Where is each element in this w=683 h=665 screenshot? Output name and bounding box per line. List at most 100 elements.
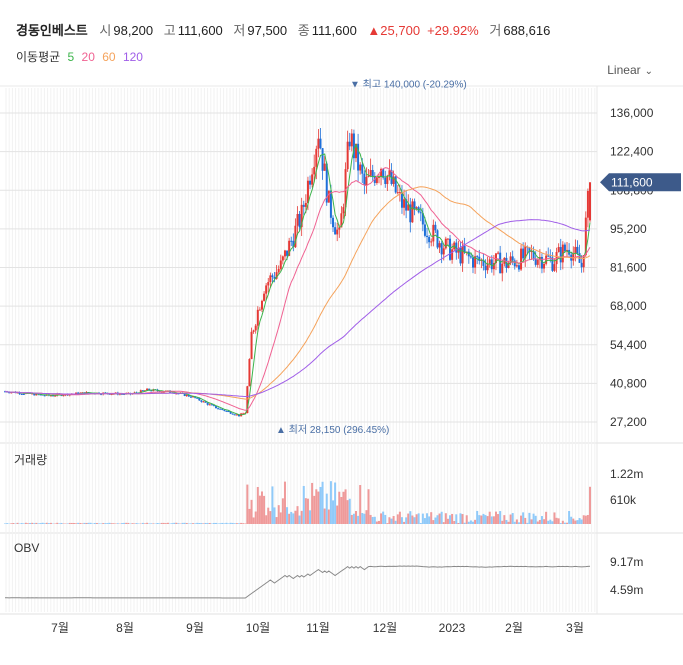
volume-bar: [137, 523, 140, 524]
candle: [469, 256, 472, 258]
candle: [292, 240, 295, 248]
volume-bar: [566, 522, 569, 524]
candle: [260, 300, 263, 310]
candle: [509, 256, 512, 264]
candle: [446, 238, 449, 240]
candle: [315, 148, 318, 167]
volume-bar: [359, 485, 362, 524]
volume-bar: [93, 522, 96, 524]
volume-bar: [60, 522, 63, 524]
high-label: 고: [163, 23, 176, 38]
volume-bar: [281, 498, 284, 524]
volume-bar: [507, 521, 510, 524]
x-tick-label: 9월: [186, 621, 204, 635]
candle: [248, 359, 251, 387]
candle: [329, 190, 332, 218]
volume-bar: [240, 522, 243, 524]
volume-bar: [463, 522, 466, 524]
candle: [229, 411, 232, 414]
candle: [551, 257, 554, 271]
candle: [277, 268, 280, 273]
obv-line: [5, 565, 591, 599]
volume-label: 거: [489, 23, 502, 38]
candle: [553, 264, 556, 271]
candle: [463, 245, 466, 253]
ma-legend[interactable]: 이동평균 5 20 60 120: [16, 48, 147, 65]
volume-bar: [369, 514, 372, 524]
volume-bar: [551, 521, 554, 524]
volume-bar: [43, 523, 46, 524]
volume-bar: [29, 522, 32, 524]
price-tick-label: 54,400: [610, 338, 647, 352]
candle: [121, 393, 123, 395]
volume-bar: [440, 511, 443, 524]
volume-bar: [346, 500, 349, 524]
volume-bar: [398, 511, 401, 524]
volume-bar: [415, 514, 418, 524]
volume-bar: [530, 519, 533, 524]
volume-bar: [430, 512, 433, 524]
volume-bar: [79, 522, 82, 524]
scale-selector-value: Linear: [607, 63, 641, 77]
volume-bar: [444, 513, 447, 524]
candle: [400, 192, 403, 208]
volume-bar: [116, 523, 119, 524]
volume-bar: [492, 516, 495, 524]
volume-bar: [288, 513, 291, 524]
volume-bar: [56, 522, 59, 524]
candle: [43, 395, 46, 397]
volume-bar: [225, 522, 228, 524]
candle: [455, 242, 458, 253]
volume-bar: [559, 523, 562, 524]
volume-bar: [33, 523, 36, 524]
candle: [233, 414, 236, 416]
volume-bar: [513, 521, 516, 524]
candle: [536, 259, 539, 265]
volume-bar: [248, 508, 251, 524]
candle: [528, 247, 531, 252]
scale-selector[interactable]: Linear ⌄: [607, 63, 653, 77]
volume-bar: [162, 522, 165, 524]
volume-bar: [332, 500, 335, 524]
volume-bar: [528, 512, 531, 524]
candle: [150, 390, 153, 392]
candle: [415, 207, 418, 209]
volume-bar: [373, 516, 376, 524]
x-tick-label: 12월: [373, 621, 397, 635]
candle: [204, 401, 207, 403]
volume-bar: [423, 518, 426, 524]
volume-bar: [465, 515, 468, 524]
volume-bar: [488, 511, 491, 524]
volume-bar: [315, 489, 318, 524]
volume-bar: [39, 523, 42, 524]
candle: [22, 393, 25, 395]
volume-bar: [87, 522, 90, 524]
candle: [371, 170, 374, 177]
volume-bar: [300, 510, 303, 524]
candle: [225, 410, 228, 412]
volume-bar: [254, 511, 257, 524]
candle: [208, 404, 211, 406]
candle: [271, 275, 274, 278]
volume-bar: [244, 523, 247, 524]
candle: [440, 243, 443, 255]
current-price-label: 111,600: [611, 175, 653, 189]
candle: [294, 225, 297, 248]
volume-bar: [246, 484, 249, 524]
candle: [118, 393, 121, 395]
volume-bar: [250, 499, 253, 524]
candle: [392, 176, 395, 184]
candle: [407, 204, 410, 211]
obv-tick-label: 4.59m: [610, 583, 643, 597]
volume-bar: [169, 523, 172, 524]
candle: [143, 390, 146, 392]
candle: [275, 272, 278, 279]
volume-bar: [229, 522, 232, 524]
candle: [256, 309, 259, 326]
volume-bar: [361, 512, 364, 524]
volume-bar: [380, 513, 383, 524]
candle: [187, 394, 190, 397]
candle: [534, 258, 537, 265]
volume-bar: [263, 495, 266, 524]
